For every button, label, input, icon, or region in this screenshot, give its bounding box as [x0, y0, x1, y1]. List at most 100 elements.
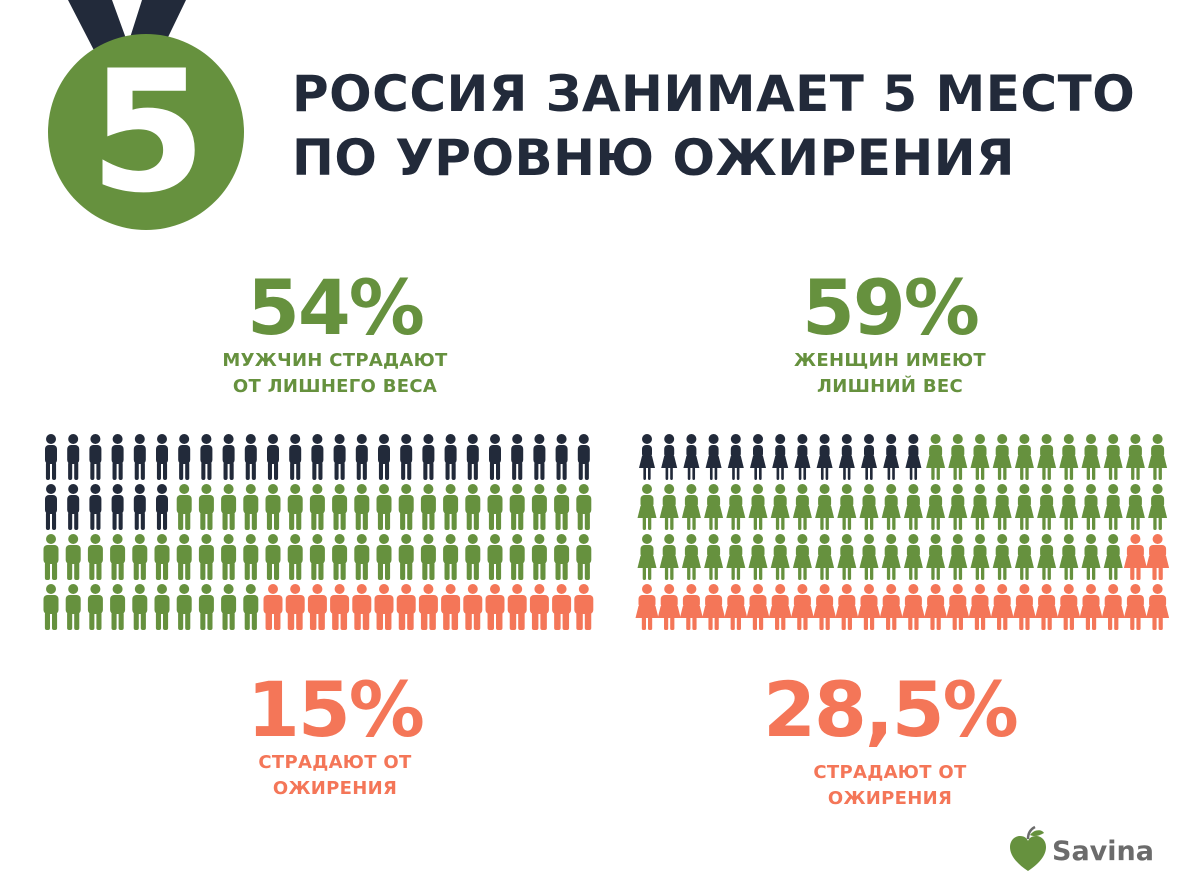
woman-icon-overweight [1103, 484, 1123, 530]
man-icon-overweight [465, 484, 481, 530]
man-icon-normal [133, 434, 146, 480]
man-icon-overweight [110, 584, 126, 630]
man-icon-overweight [176, 584, 192, 630]
woman-icon-overweight [704, 484, 724, 530]
man-icon-overweight [332, 484, 348, 530]
man-icon-overweight [398, 534, 414, 580]
man-icon-overweight [487, 534, 503, 580]
man-icon-overweight [176, 484, 192, 530]
man-icon-overweight [309, 484, 325, 530]
man-icon-obese [441, 584, 461, 630]
title-line-2: ПО УРОВНЮ ОЖИРЕНИЯ [292, 129, 1016, 187]
man-icon-normal [89, 484, 102, 530]
man-icon-overweight [265, 534, 281, 580]
woman-icon-overweight [1059, 434, 1079, 480]
man-icon-overweight [376, 484, 392, 530]
man-icon-overweight [221, 484, 237, 530]
woman-icon-normal [838, 434, 855, 480]
woman-icon-overweight [1081, 534, 1101, 580]
woman-icon-overweight [770, 534, 790, 580]
man-icon-normal [489, 434, 501, 480]
woman-icon-overweight [704, 534, 724, 580]
man-icon-normal [577, 434, 590, 480]
men-overweight-percent: 54% [247, 263, 425, 352]
man-icon-overweight [154, 534, 170, 580]
man-icon-normal [333, 434, 346, 480]
men-obese-percent: 15% [247, 665, 425, 754]
woman-icon-overweight [1103, 434, 1123, 480]
woman-icon-overweight [948, 534, 968, 580]
woman-icon-obese [1101, 584, 1125, 630]
woman-icon-overweight [726, 484, 746, 530]
man-icon-overweight [198, 584, 214, 630]
woman-icon-overweight [992, 484, 1012, 530]
woman-icon-obese [879, 584, 903, 630]
man-icon-normal [555, 434, 568, 480]
man-icon-overweight [110, 534, 126, 580]
woman-icon-obese [1035, 584, 1059, 630]
men-overweight-label-1: МУЖЧИН СТРАДАЮТ [222, 350, 448, 371]
woman-icon-overweight [970, 534, 990, 580]
man-icon-normal [378, 434, 390, 480]
woman-icon-normal [683, 434, 700, 480]
man-icon-obese [529, 584, 549, 630]
man-icon-normal [400, 434, 413, 480]
women-obese-percent: 28,5% [763, 665, 1019, 754]
man-icon-overweight [487, 484, 503, 530]
man-icon-overweight [465, 534, 481, 580]
man-icon-overweight [243, 584, 259, 630]
man-icon-normal [511, 434, 524, 480]
man-icon-overweight [265, 484, 281, 530]
man-icon-normal [267, 434, 279, 480]
man-icon-obese [463, 584, 483, 630]
man-icon-overweight [443, 484, 459, 530]
man-icon-overweight [531, 534, 547, 580]
man-icon-normal [355, 434, 368, 480]
woman-icon-overweight [748, 534, 768, 580]
woman-icon-overweight [1148, 484, 1168, 530]
man-icon-overweight [132, 584, 148, 630]
woman-icon-overweight [837, 534, 857, 580]
man-icon-overweight [554, 484, 570, 530]
woman-icon-overweight [748, 484, 768, 530]
women-overweight-percent: 59% [802, 263, 980, 352]
woman-icon-obese [1012, 584, 1036, 630]
woman-icon-normal [816, 434, 833, 480]
man-icon-overweight [65, 534, 81, 580]
man-icon-overweight [243, 484, 259, 530]
man-icon-overweight [309, 534, 325, 580]
woman-icon-normal [705, 434, 722, 480]
woman-icon-overweight [948, 434, 968, 480]
man-icon-obese [418, 584, 438, 630]
woman-icon-overweight [770, 484, 790, 530]
woman-icon-overweight [992, 534, 1012, 580]
men-pictogram-grid [43, 434, 594, 630]
man-icon-overweight [132, 534, 148, 580]
woman-icon-normal [639, 434, 655, 480]
woman-icon-obese [657, 584, 681, 630]
man-icon-overweight [576, 534, 592, 580]
woman-icon-obese [702, 584, 726, 630]
man-icon-obese [485, 584, 505, 630]
man-icon-normal [111, 434, 124, 480]
man-icon-overweight [509, 484, 525, 530]
man-icon-normal [422, 434, 435, 480]
woman-icon-obese [1079, 584, 1103, 630]
woman-icon-overweight [1103, 534, 1123, 580]
woman-icon-obese [679, 584, 703, 630]
man-icon-overweight [43, 534, 59, 580]
woman-icon-overweight [1125, 434, 1145, 480]
man-icon-normal [289, 434, 302, 480]
man-icon-normal [156, 484, 168, 530]
man-icon-overweight [354, 534, 370, 580]
woman-icon-overweight [970, 434, 990, 480]
man-icon-normal [222, 434, 235, 480]
woman-icon-obese [835, 584, 859, 630]
woman-icon-normal [794, 434, 811, 480]
man-icon-normal [200, 434, 213, 480]
woman-icon-obese [857, 584, 881, 630]
men-overweight-label-2: ОТ ЛИШНЕГО ВЕСА [232, 376, 438, 397]
woman-icon-obese [768, 584, 792, 630]
woman-icon-overweight [903, 534, 923, 580]
man-icon-overweight [554, 534, 570, 580]
